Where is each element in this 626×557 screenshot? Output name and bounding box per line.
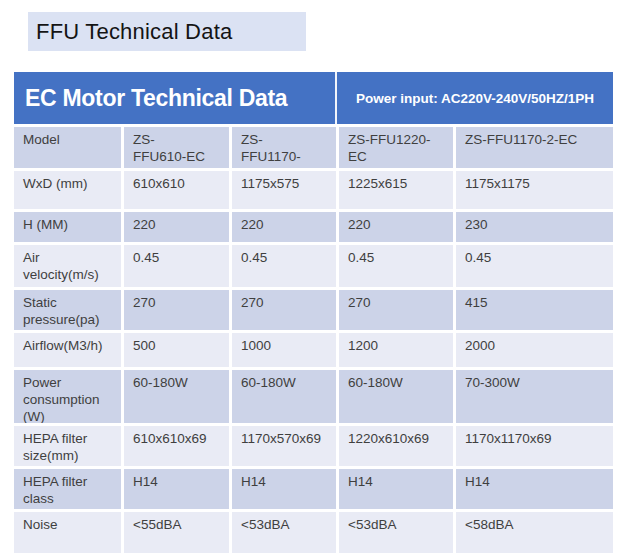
value-cell: ZS-FFU1170-EC [232,127,336,168]
value-cell: 500 [124,333,229,367]
value-cell: <53dBA [232,512,336,553]
row-header-cell: Static pressure(pa) [14,290,121,330]
table-title: EC Motor Technical Data [14,72,335,124]
row-header-cell: WxD (mm) [14,171,121,209]
row-header-cell: Model [14,127,121,168]
value-cell: <53dBA [339,512,453,553]
value-cell: H14 [124,469,229,509]
value-cell: 610x610 [124,171,229,209]
value-cell: 0.45 [232,245,336,287]
value-cell: H14 [339,469,453,509]
value-cell: 60-180W [339,370,453,423]
value-cell: 60-180W [124,370,229,423]
value-cell: 2000 [456,333,613,367]
value-cell: 270 [124,290,229,330]
power-input-label: Power input: AC220V-240V/50HZ/1PH [337,72,613,124]
value-cell: ZS-FFU1170-2-EC [456,127,613,168]
slide-page: FFU Technical Data EC Motor Technical Da… [0,0,626,557]
row-header-cell: Noise [14,512,121,553]
value-cell: 1175x1175 [456,171,613,209]
page-title: FFU Technical Data [28,12,306,51]
value-cell: <55dBA [124,512,229,553]
value-cell: H14 [456,469,613,509]
value-cell: 220 [339,212,453,242]
table-header-banner: EC Motor Technical Data Power input: AC2… [14,72,613,124]
value-cell: <58dBA [456,512,613,553]
row-header-cell: H (MM) [14,212,121,242]
value-cell: 270 [232,290,336,330]
value-cell: 1170x1170x69 [456,426,613,466]
value-cell: 60-180W [232,370,336,423]
value-cell: 230 [456,212,613,242]
value-cell: ZS-FFU610-EC [124,127,229,168]
ec-motor-table: EC Motor Technical Data Power input: AC2… [14,72,613,553]
value-cell: 0.45 [124,245,229,287]
value-cell: ZS-FFU1220-EC [339,127,453,168]
row-header-cell: HEPA filter class [14,469,121,509]
value-cell: 270 [339,290,453,330]
value-cell: 70-300W [456,370,613,423]
row-header-cell: HEPA filter size(mm) [14,426,121,466]
value-cell: 220 [124,212,229,242]
value-cell: 1175x575 [232,171,336,209]
value-cell: 0.45 [456,245,613,287]
page-title-text: FFU Technical Data [36,19,232,45]
row-header-cell: Air velocity(m/s) [14,245,121,287]
value-cell: 1000 [232,333,336,367]
row-header-cell: Power consumption (W) [14,370,121,423]
spec-grid: ModelZS-FFU610-ECZS-FFU1170-ECZS-FFU1220… [14,127,613,553]
value-cell: 0.45 [339,245,453,287]
value-cell: 220 [232,212,336,242]
value-cell: 1200 [339,333,453,367]
value-cell: H14 [232,469,336,509]
value-cell: 610x610x69 [124,426,229,466]
value-cell: 1220x610x69 [339,426,453,466]
value-cell: 415 [456,290,613,330]
value-cell: 1170x570x69 [232,426,336,466]
row-header-cell: Airflow(M3/h) [14,333,121,367]
value-cell: 1225x615 [339,171,453,209]
